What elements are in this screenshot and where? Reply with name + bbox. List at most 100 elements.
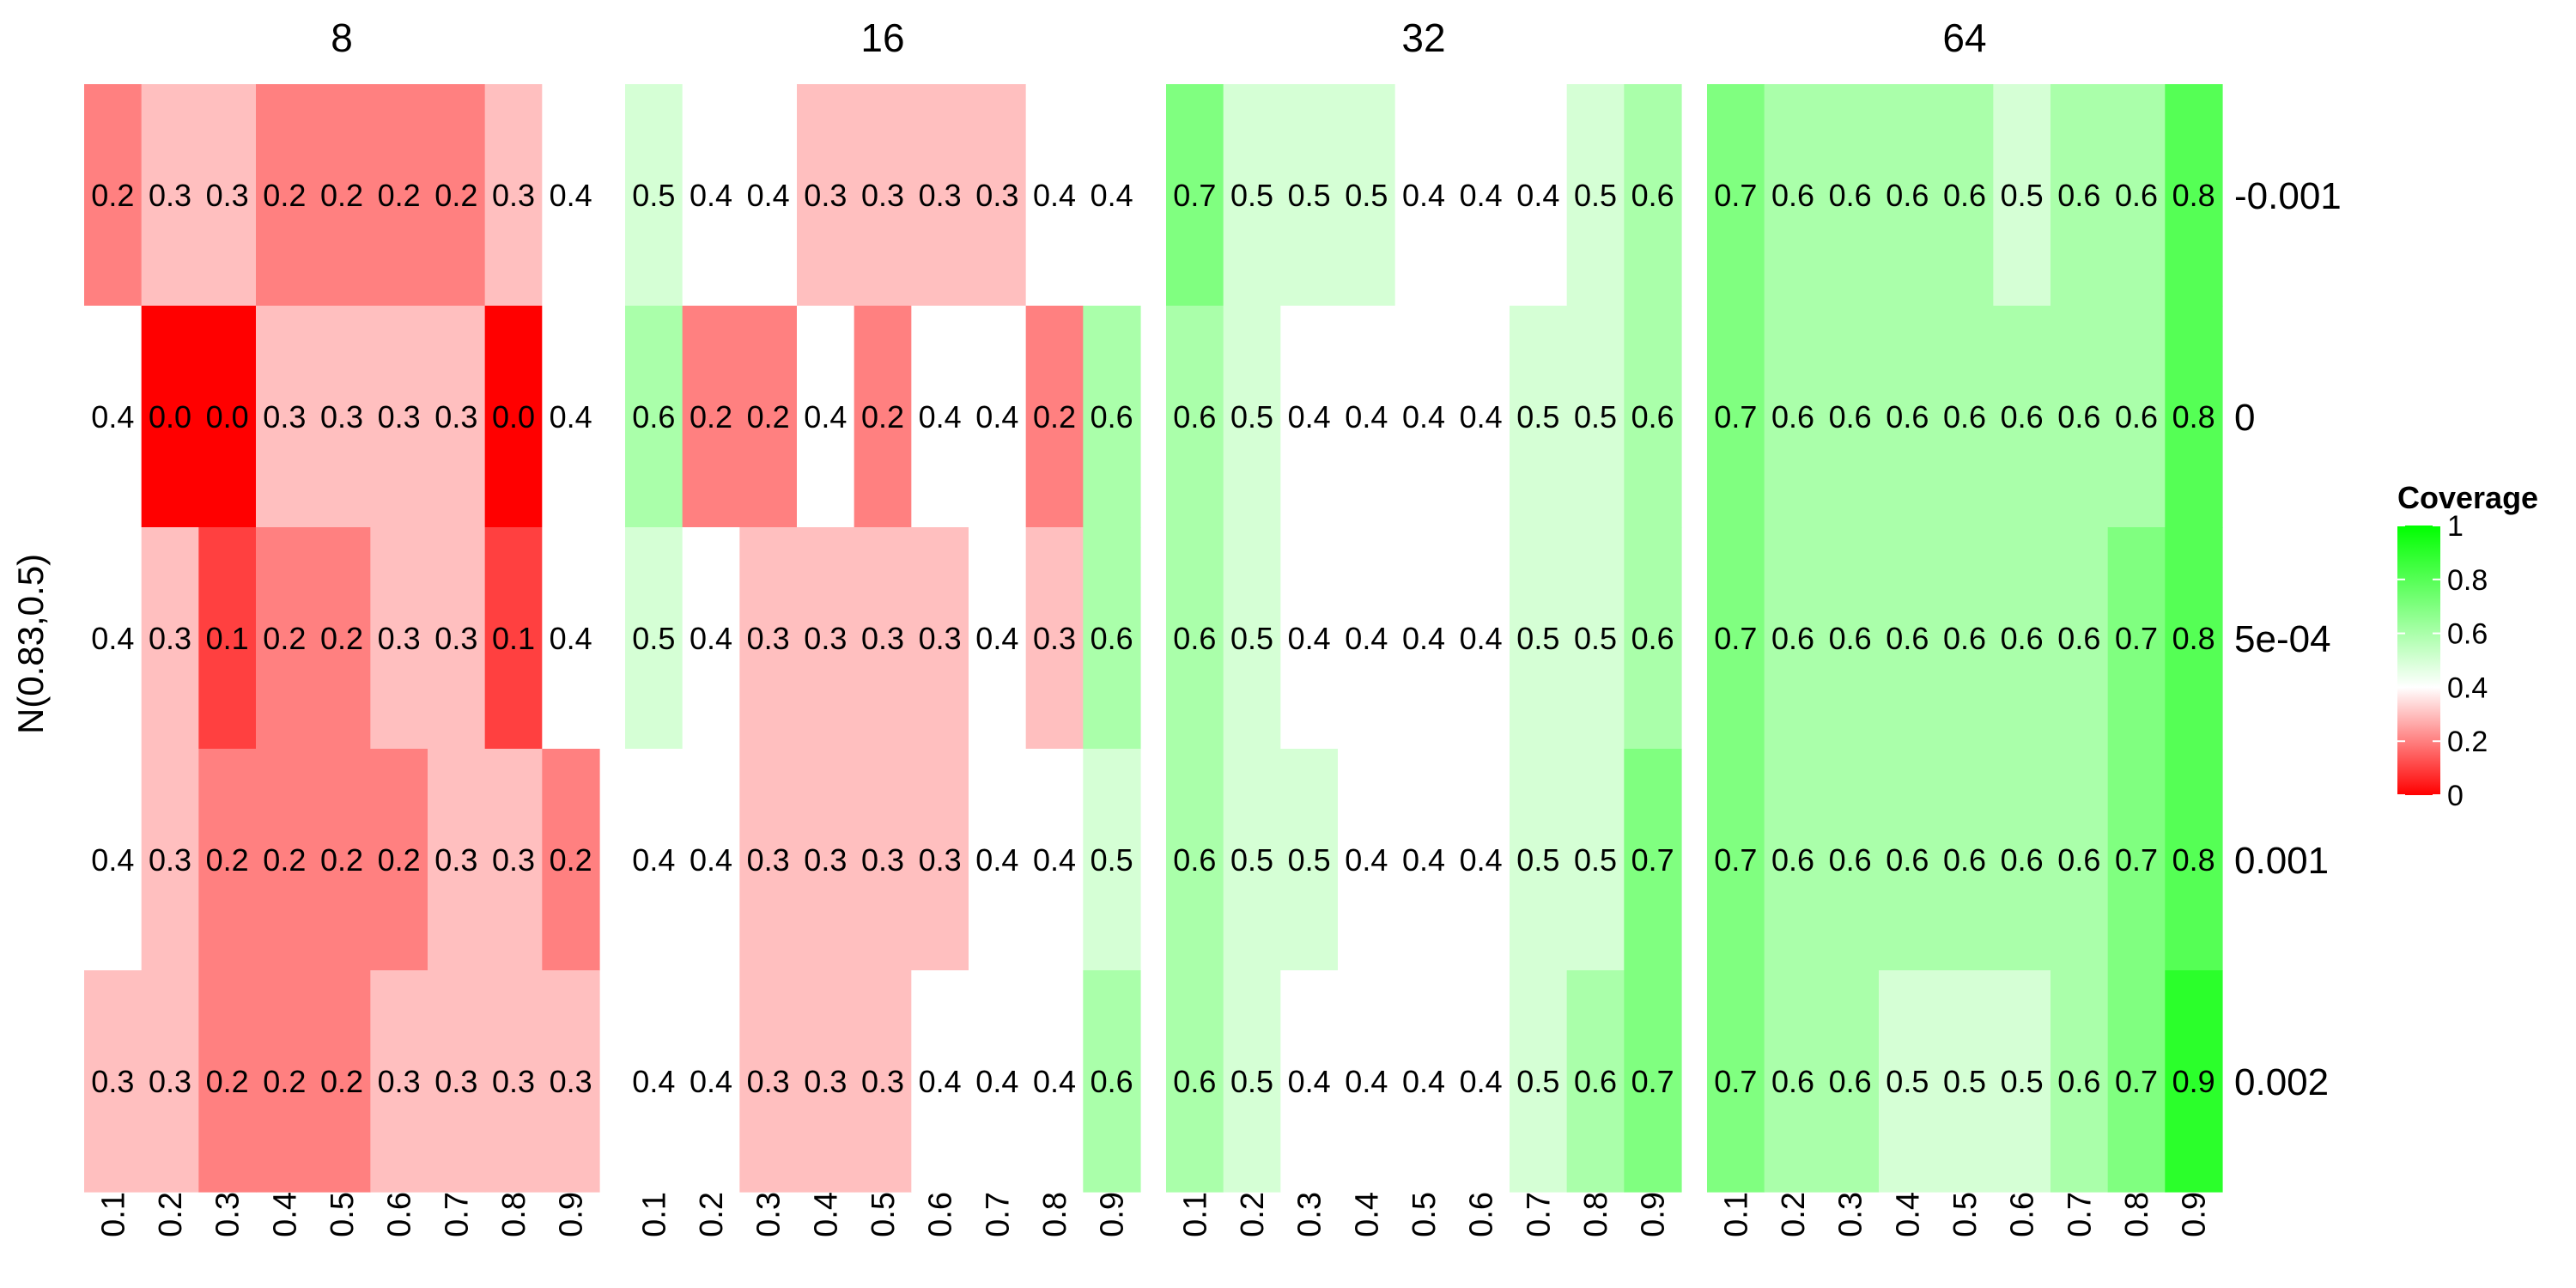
cell-label: 0.6	[1771, 621, 1814, 656]
cell-label: 0.4	[1402, 1064, 1445, 1099]
heatmap-cell	[1223, 306, 1281, 528]
cell-label: 0.3	[919, 621, 962, 656]
cell-label: 0.7	[1631, 1064, 1674, 1099]
cell-label: 0.3	[804, 621, 847, 656]
heatmap-cell	[854, 749, 912, 971]
cell-label: 0.4	[1402, 399, 1445, 434]
cell-label: 0.7	[1714, 399, 1757, 434]
heatmap-cell	[141, 306, 199, 528]
cell-label: 0.6	[1574, 1064, 1617, 1099]
facet-title: 16	[860, 15, 904, 60]
cell-label: 0.5	[1230, 842, 1273, 878]
x-tick-label: 0.5	[1947, 1192, 1984, 1237]
heatmap-cell	[1083, 749, 1141, 971]
heatmap-cell	[1707, 970, 1765, 1193]
cell-label: 0.2	[263, 178, 306, 213]
x-tick-label: 0.9	[554, 1192, 590, 1237]
heatmap-cell	[1280, 970, 1339, 1193]
heatmap-cell	[1821, 970, 1880, 1193]
cell-label: 0.0	[206, 399, 249, 434]
heatmap-cell	[256, 749, 314, 971]
heatmap-cell	[854, 970, 912, 1193]
heatmap-cell	[969, 749, 1027, 971]
cell-label: 0.2	[263, 842, 306, 878]
cell-label: 0.4	[1091, 178, 1133, 213]
heatmap-cell	[1394, 306, 1453, 528]
legend-ticks: 0 0.2 0.4 0.6 0.8 1	[2397, 510, 2488, 812]
cell-label: 0.4	[690, 178, 732, 213]
heatmap-cell	[256, 527, 314, 750]
heatmap-cell	[625, 749, 683, 971]
x-tick-label: 0.7	[980, 1192, 1016, 1237]
x-tick-label: 0.4	[267, 1192, 303, 1237]
x-tick-label: 0.5	[1406, 1192, 1443, 1237]
cell-label: 0.5	[1288, 178, 1331, 213]
cell-label: 0.7	[2115, 1064, 2158, 1099]
cell-label: 0.4	[804, 399, 847, 434]
heatmap-cell	[428, 970, 486, 1193]
facet-panel-64: 64 0.7 0.6 0.6 0.6 0.6 0.5 0.6 0.6 0.8 0.7 0.6 0.6 0.…	[1707, 15, 2223, 1237]
cell-label: 0.5	[1574, 399, 1617, 434]
heatmap-cell	[1935, 749, 1994, 971]
cell-label: 0.4	[1460, 399, 1503, 434]
heatmap-cell	[682, 84, 740, 307]
heatmap-cell	[1764, 527, 1822, 750]
heatmap-cell	[1935, 527, 1994, 750]
heatmap-cell	[2107, 306, 2166, 528]
cell-label: 0.3	[550, 1064, 592, 1099]
heatmap-cell	[1280, 306, 1339, 528]
heatmap-cell	[682, 306, 740, 528]
x-tick-label: 0.2	[694, 1192, 730, 1237]
heatmap-cell	[542, 306, 600, 528]
x-tick-label: 0.3	[1292, 1192, 1328, 1237]
heatmap-cell	[1394, 527, 1453, 750]
heatmap-cell	[198, 970, 257, 1193]
heatmap-cell	[1025, 306, 1084, 528]
heatmap-cell	[1879, 527, 1937, 750]
cell-label: 0.4	[1345, 1064, 1388, 1099]
cell-label: 0.6	[1886, 399, 1929, 434]
heatmap-cell	[198, 749, 257, 971]
cell-label: 0.2	[320, 842, 363, 878]
cell-label: 0.4	[1345, 842, 1388, 878]
cell-label: 0.5	[1288, 842, 1331, 878]
cell-label: 0.7	[2115, 842, 2158, 878]
facet-panel-32: 32 0.7 0.5 0.5 0.5 0.4 0.4 0.4 0.5 0.6 0.6 0.5 0.4 0.…	[1166, 15, 1682, 1237]
heatmap-cell	[1821, 306, 1880, 528]
heatmap-cell	[1566, 749, 1625, 971]
heatmap-cell	[1764, 970, 1822, 1193]
heatmap-cell	[1993, 970, 2051, 1193]
heatmap-cell	[739, 970, 798, 1193]
cell-label: 0.8	[2172, 399, 2215, 434]
cell-label: 0.5	[1230, 178, 1273, 213]
heatmap-cell	[1566, 306, 1625, 528]
heatmap-cell	[2050, 306, 2109, 528]
heatmap-cell	[428, 84, 486, 307]
heatmap-cell	[739, 84, 798, 307]
heatmap-cell	[797, 306, 855, 528]
cell-label: 0.4	[91, 399, 134, 434]
heatmap-cell	[313, 84, 371, 307]
x-tick-label: 0.9	[1636, 1192, 1672, 1237]
cell-label: 0.3	[149, 621, 191, 656]
heatmap-cell	[1452, 84, 1510, 307]
heatmap-cell	[2165, 970, 2223, 1193]
heatmap-cell	[1566, 970, 1625, 1193]
heatmap-cell	[428, 527, 486, 750]
heatmap-cell	[198, 84, 257, 307]
heatmap-cell	[1821, 527, 1880, 750]
heatmap-cell	[1280, 527, 1339, 750]
cell-label: 0.4	[550, 621, 592, 656]
row-label: 5e-04	[2234, 618, 2331, 660]
cell-label: 0.5	[1345, 178, 1388, 213]
heatmap-cell	[1993, 306, 2051, 528]
heatmap-cell	[854, 527, 912, 750]
x-tick-label: 0.8	[496, 1192, 532, 1237]
cell-label: 0.6	[2001, 842, 2044, 878]
x-tick-label: 0.2	[153, 1192, 189, 1237]
cell-label: 0.6	[1829, 621, 1872, 656]
heatmap-cell	[1083, 970, 1141, 1193]
cell-label: 0.6	[1631, 621, 1674, 656]
heatmap-cell	[1510, 306, 1568, 528]
cell-label: 0.5	[1574, 178, 1617, 213]
